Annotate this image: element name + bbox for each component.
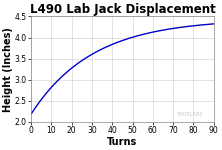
Text: THORLABS: THORLABS (177, 112, 204, 117)
Title: L490 Lab Jack Displacement: L490 Lab Jack Displacement (30, 3, 215, 16)
Y-axis label: Height (Inches): Height (Inches) (4, 27, 14, 112)
X-axis label: Turns: Turns (107, 136, 137, 147)
